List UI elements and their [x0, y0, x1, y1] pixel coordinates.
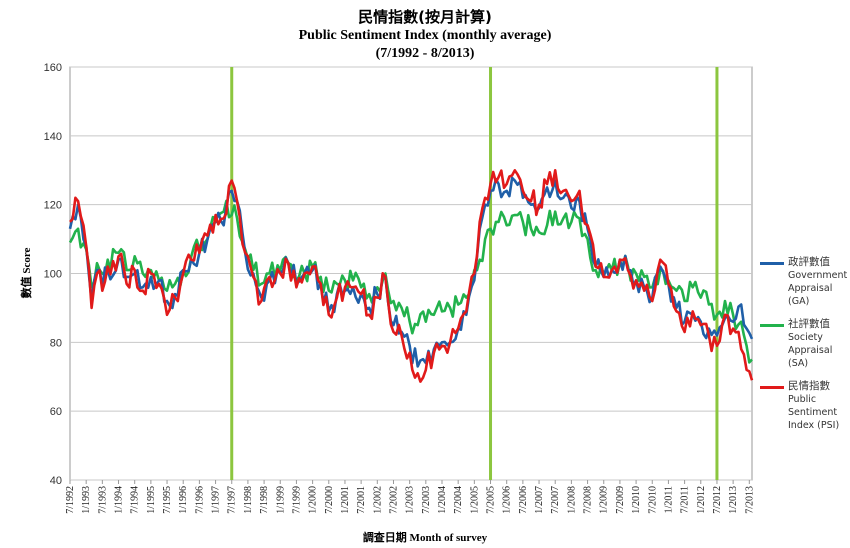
legend-swatch-psi — [760, 386, 784, 389]
x-tick-label: 7/1996 — [194, 486, 205, 514]
x-tick-label: 7/2009 — [615, 486, 626, 514]
x-tick-label: 1/2013 — [728, 486, 739, 514]
x-tick-label: 1/1996 — [178, 486, 189, 514]
x-tick-label: 7/1997 — [227, 486, 238, 514]
x-tick-label: 7/2000 — [324, 486, 335, 514]
x-tick-label: 1/1998 — [243, 486, 254, 514]
x-tick-label: 7/1992 — [65, 486, 76, 514]
x-tick-label: 7/1994 — [130, 486, 141, 514]
legend: 政評數值 Government Appraisal (GA) 社評數值 Soci… — [758, 256, 848, 442]
chart-period: (7/1992 - 8/2013) — [375, 46, 475, 61]
chart-title-en: Public Sentiment Index (monthly average) — [298, 28, 552, 43]
legend-label-en: Government Appraisal (GA) — [788, 270, 848, 307]
x-tick-label: 1/2001 — [340, 486, 351, 514]
x-tick-label: 7/1995 — [162, 486, 173, 514]
y-tick-label: 100 — [44, 269, 62, 281]
legend-label-zh: 民情指數 — [788, 380, 830, 392]
legend-label-zh: 政評數值 — [788, 256, 830, 268]
x-tick-label: 1/1999 — [275, 486, 286, 514]
x-tick-label: 7/2010 — [647, 486, 658, 514]
y-tick-label: 60 — [50, 406, 62, 418]
x-tick-label: 1/2002 — [372, 486, 383, 514]
x-tick-label: 7/2006 — [518, 486, 529, 514]
x-tick-label: 7/2003 — [421, 486, 432, 514]
legend-item-ga: 政評數值 Government Appraisal (GA) — [758, 256, 848, 308]
x-tick-label: 7/1999 — [291, 486, 302, 514]
x-tick-label: 1/1997 — [211, 486, 222, 514]
x-tick-label: 7/2001 — [356, 486, 367, 514]
series-line-psi — [69, 169, 754, 383]
y-axis-label: 數值 Score — [21, 247, 33, 299]
x-tick-label: 1/1995 — [146, 486, 157, 514]
x-tick-label: 7/2008 — [583, 486, 594, 514]
legend-item-sa: 社評數值 Society Appraisal (SA) — [758, 318, 848, 370]
x-tick-label: 7/2007 — [550, 486, 561, 514]
x-tick-label: 1/2010 — [631, 486, 642, 514]
y-tick-label: 140 — [44, 131, 62, 143]
legend-item-psi: 民情指數 Public Sentiment Index (PSI) — [758, 380, 848, 432]
legend-label-en: Society Appraisal (SA) — [788, 332, 833, 369]
x-tick-label: 1/2003 — [405, 486, 416, 514]
x-tick-label: 1/2011 — [663, 486, 674, 513]
x-tick-label: 7/2004 — [453, 486, 464, 514]
x-tick-label: 7/1993 — [97, 486, 108, 514]
x-tick-label: 1/2000 — [308, 486, 319, 514]
y-tick-label: 80 — [50, 337, 62, 349]
y-tick-label: 120 — [44, 200, 62, 212]
legend-swatch-sa — [760, 324, 784, 327]
x-tick-label: 7/2002 — [388, 486, 399, 514]
x-tick-label: 1/2006 — [502, 486, 513, 514]
x-tick-label: 1/2009 — [599, 486, 610, 514]
x-tick-label: 1/2004 — [437, 486, 448, 514]
x-tick-label: 1/2005 — [469, 486, 480, 514]
legend-label-en: Public Sentiment Index (PSI) — [788, 394, 840, 431]
x-tick-label: 1/1993 — [81, 486, 92, 514]
legend-label-zh: 社評數值 — [788, 318, 830, 330]
x-tick-label: 7/2011 — [680, 486, 691, 513]
y-tick-label: 160 — [44, 62, 62, 74]
x-tick-label: 7/2005 — [486, 486, 497, 514]
x-tick-label: 7/2013 — [744, 486, 755, 514]
x-tick-label: 1/2007 — [534, 486, 545, 514]
legend-swatch-ga — [760, 262, 784, 265]
x-tick-label: 7/1998 — [259, 486, 270, 514]
x-tick-label: 1/2008 — [566, 486, 577, 514]
chart-title-zh: 民情指數(按月計算) — [358, 8, 492, 26]
x-tick-label: 1/2012 — [696, 486, 707, 514]
x-tick-label: 1/1994 — [114, 486, 125, 514]
y-tick-label: 40 — [50, 475, 62, 487]
x-tick-label: 7/2012 — [712, 486, 723, 514]
x-axis-label: 調查日期 Month of survey — [362, 532, 488, 544]
